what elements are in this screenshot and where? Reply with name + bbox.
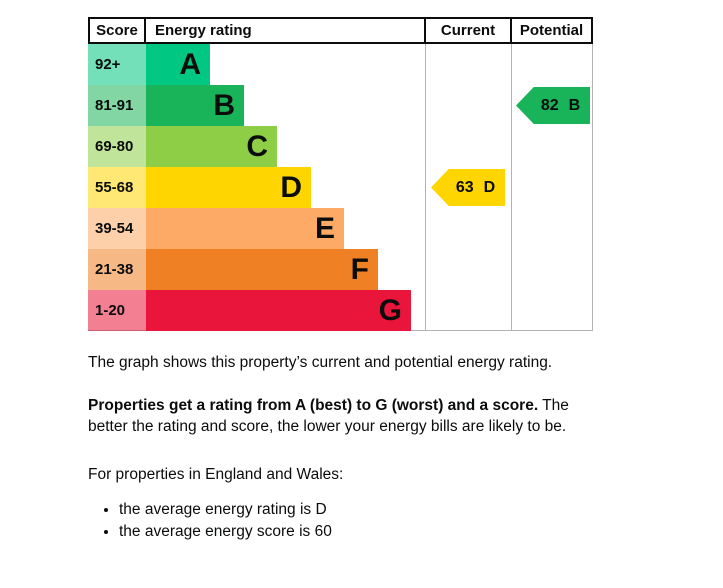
score-range: 21-38 (88, 249, 146, 290)
potential-band: B (568, 96, 581, 114)
score-range: 69-80 (88, 126, 146, 167)
band-row-d: 55-68 D (88, 167, 593, 208)
region-paragraph: For properties in England and Wales: (88, 466, 344, 483)
band-bar-a: A (146, 44, 210, 85)
header-score: Score (88, 19, 146, 42)
current-band: D (483, 178, 496, 196)
ratings-rest-sentence: The better the rating and score, the low… (88, 397, 569, 435)
list-item: the average energy rating is D (119, 499, 608, 520)
score-range: 55-68 (88, 167, 146, 208)
potential-score: 82 (540, 96, 559, 114)
column-divider (592, 44, 593, 330)
band-row-a: 92+ A (88, 44, 593, 85)
potential-rating-arrow: 82 B (516, 87, 590, 124)
epc-chart: Score Energy rating Current Potential 92… (88, 17, 593, 331)
description-text: The graph shows this property’s current … (88, 352, 608, 543)
chart-header-row: Score Energy rating Current Potential (88, 17, 593, 44)
averages-list: the average energy rating is D the avera… (88, 499, 608, 542)
list-item: the average energy score is 60 (119, 521, 608, 542)
band-row-g: 1-20 G (88, 290, 593, 331)
score-range: 92+ (88, 44, 146, 85)
intro-paragraph: The graph shows this property’s current … (88, 354, 553, 371)
band-bar-f: F (146, 249, 378, 290)
ratings-bold-sentence: Properties get a rating from A (best) to… (88, 397, 539, 414)
band-bar-c: C (146, 126, 277, 167)
ratings-paragraph: Properties get a rating from A (best) to… (88, 395, 608, 437)
column-divider (425, 44, 426, 330)
band-row-b: 81-91 B (88, 85, 593, 126)
band-bar-d: D (146, 167, 311, 208)
band-row-f: 21-38 F (88, 249, 593, 290)
score-range: 39-54 (88, 208, 146, 249)
header-rating: Energy rating (146, 19, 426, 42)
chart-body: 92+ A 81-91 B 69-80 C 55-68 D 39-54 E 21… (88, 44, 593, 331)
band-row-e: 39-54 E (88, 208, 593, 249)
band-bar-e: E (146, 208, 344, 249)
current-score: 63 (455, 178, 474, 196)
band-bar-g: G (146, 290, 411, 331)
band-bar-b: B (146, 85, 244, 126)
current-rating-arrow: 63 D (431, 169, 505, 206)
column-divider (511, 44, 512, 330)
header-current: Current (426, 19, 512, 42)
score-range: 81-91 (88, 85, 146, 126)
header-potential: Potential (512, 19, 593, 42)
band-row-c: 69-80 C (88, 126, 593, 167)
score-range: 1-20 (88, 290, 146, 331)
